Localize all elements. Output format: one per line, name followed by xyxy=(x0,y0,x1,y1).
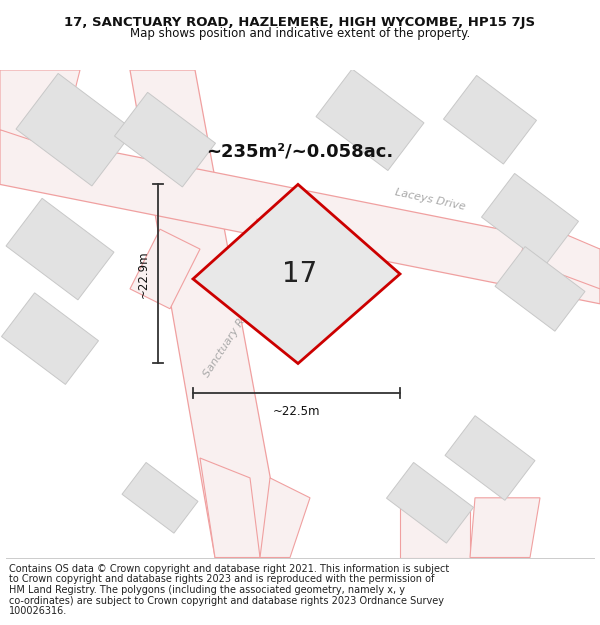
Polygon shape xyxy=(443,76,536,164)
Polygon shape xyxy=(0,130,600,304)
Polygon shape xyxy=(260,478,310,558)
Text: HM Land Registry. The polygons (including the associated geometry, namely x, y: HM Land Registry. The polygons (includin… xyxy=(9,585,405,595)
Polygon shape xyxy=(482,173,578,265)
Polygon shape xyxy=(193,184,400,364)
Text: Laceys Drive: Laceys Drive xyxy=(394,187,466,212)
Polygon shape xyxy=(130,229,200,309)
Polygon shape xyxy=(115,92,215,187)
Text: Map shows position and indicative extent of the property.: Map shows position and indicative extent… xyxy=(130,27,470,40)
Polygon shape xyxy=(130,70,285,558)
Polygon shape xyxy=(445,416,535,501)
Polygon shape xyxy=(16,74,134,186)
Text: to Crown copyright and database rights 2023 and is reproduced with the permissio: to Crown copyright and database rights 2… xyxy=(9,574,434,584)
Polygon shape xyxy=(495,246,585,331)
Text: 17: 17 xyxy=(283,260,317,288)
Text: ~235m²/~0.058ac.: ~235m²/~0.058ac. xyxy=(206,142,394,161)
Polygon shape xyxy=(200,458,260,558)
Text: ~22.9m: ~22.9m xyxy=(137,250,150,298)
Text: 17, SANCTUARY ROAD, HAZLEMERE, HIGH WYCOMBE, HP15 7JS: 17, SANCTUARY ROAD, HAZLEMERE, HIGH WYCO… xyxy=(64,16,536,29)
Text: Contains OS data © Crown copyright and database right 2021. This information is : Contains OS data © Crown copyright and d… xyxy=(9,564,449,574)
Text: Sanctuary Road: Sanctuary Road xyxy=(202,299,259,379)
Polygon shape xyxy=(0,70,80,149)
Polygon shape xyxy=(122,462,198,533)
Polygon shape xyxy=(386,462,473,543)
Polygon shape xyxy=(470,498,540,558)
Polygon shape xyxy=(316,69,424,171)
Polygon shape xyxy=(400,508,470,558)
Text: co-ordinates) are subject to Crown copyright and database rights 2023 Ordnance S: co-ordinates) are subject to Crown copyr… xyxy=(9,596,444,606)
Polygon shape xyxy=(2,293,98,384)
Text: ~22.5m: ~22.5m xyxy=(273,405,320,418)
Polygon shape xyxy=(520,219,600,289)
Text: 100026316.: 100026316. xyxy=(9,606,67,616)
Polygon shape xyxy=(6,198,114,300)
